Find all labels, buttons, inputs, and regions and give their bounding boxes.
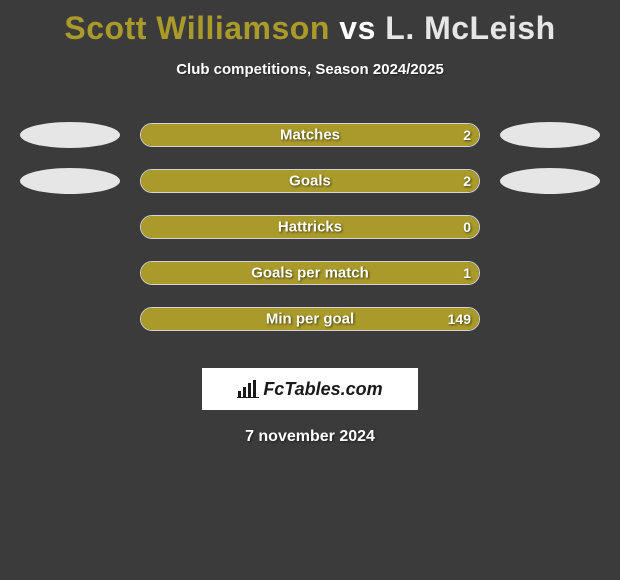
bar-label: Goals — [289, 173, 331, 190]
date-text: 7 november 2024 — [0, 428, 620, 446]
bar-track: Min per goal 149 — [140, 307, 480, 331]
bar-label: Min per goal — [266, 311, 354, 328]
chart-bars-icon — [237, 380, 259, 398]
chart-row: Goals per match 1 — [10, 250, 610, 296]
bar-track: Hattricks 0 — [140, 215, 480, 239]
bar-label: Hattricks — [278, 219, 342, 236]
player1-name: Scott Williamson — [64, 10, 330, 46]
right-ellipse — [500, 122, 600, 148]
footer-logo-text: FcTables.com — [263, 379, 382, 400]
bar-value-right: 0 — [463, 219, 471, 235]
left-ellipse — [20, 168, 120, 194]
bar-label: Matches — [280, 127, 340, 144]
bar-value-right: 2 — [463, 173, 471, 189]
player2-name: L. McLeish — [385, 10, 555, 46]
page-title: Scott Williamson vs L. McLeish — [0, 0, 620, 47]
chart-row: Hattricks 0 — [10, 204, 610, 250]
bar-track: Matches 2 — [140, 123, 480, 147]
bar-value-right: 149 — [448, 311, 471, 327]
bar-value-right: 1 — [463, 265, 471, 281]
bar-track: Goals 2 — [140, 169, 480, 193]
bar-track: Goals per match 1 — [140, 261, 480, 285]
chart-row: Min per goal 149 — [10, 296, 610, 342]
left-ellipse — [20, 122, 120, 148]
vs-text: vs — [339, 10, 376, 46]
chart-row: Matches 2 — [10, 112, 610, 158]
chart-row: Goals 2 — [10, 158, 610, 204]
right-ellipse — [500, 168, 600, 194]
footer-logo[interactable]: FcTables.com — [202, 368, 418, 410]
bar-value-right: 2 — [463, 127, 471, 143]
comparison-chart: Matches 2 Goals 2 Hattricks 0 Goals per match 1… — [0, 112, 620, 342]
bar-label: Goals per match — [251, 265, 369, 282]
subtitle: Club competitions, Season 2024/2025 — [0, 61, 620, 78]
